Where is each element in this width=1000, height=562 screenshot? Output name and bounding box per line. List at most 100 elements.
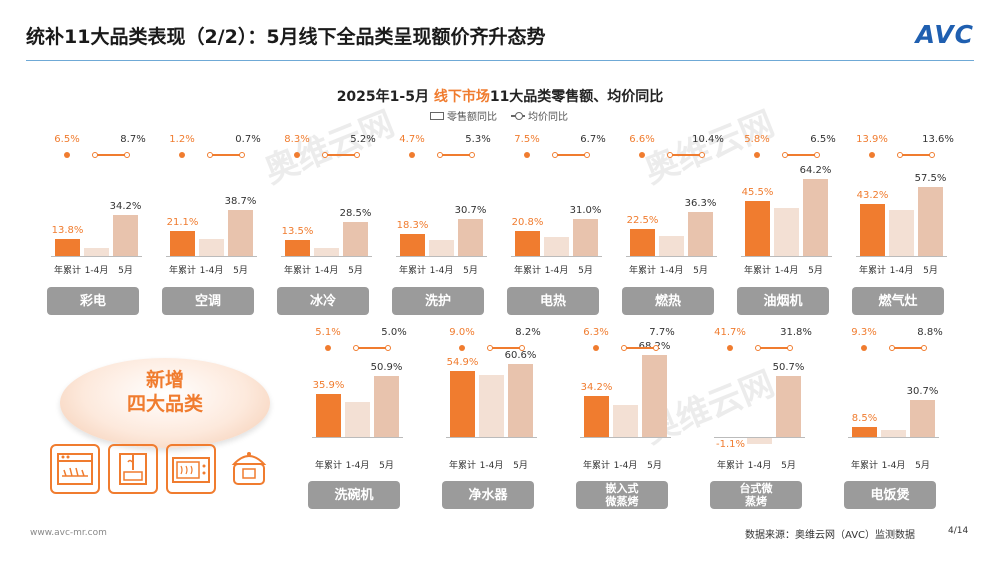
price-dot-may — [699, 152, 705, 158]
retail-bar — [515, 231, 540, 256]
legend-line-label: 均价同比 — [528, 112, 568, 123]
legend-line-swatch — [511, 111, 525, 120]
price-label-ytd: 13.9% — [856, 134, 888, 145]
retail-bar — [889, 210, 914, 256]
x-tick-label: 1-4月 — [774, 266, 799, 276]
category-button-6: 燃热 — [622, 287, 714, 315]
x-tick-label: 5月 — [781, 461, 796, 471]
retail-bar — [803, 178, 828, 256]
x-tick-label: 年累计 — [168, 266, 196, 276]
price-line — [785, 154, 817, 156]
retail-value-label: 22.5% — [626, 215, 659, 226]
price-dot-may — [787, 345, 793, 351]
retail-bar — [429, 240, 454, 256]
page-number: 4/14 — [948, 526, 969, 536]
retail-bar — [747, 437, 772, 445]
price-line — [210, 154, 242, 156]
x-tick-label: 年累计 — [850, 461, 878, 471]
retail-bar — [613, 404, 638, 437]
price-label-ytd: 9.3% — [851, 327, 877, 338]
price-dot-apr — [437, 152, 443, 158]
x-tick-label: 1-4月 — [889, 266, 914, 276]
retail-bar — [852, 426, 877, 437]
baseline — [741, 256, 832, 257]
retail-bar — [400, 234, 425, 256]
new-badge-line2: 四大品类 — [126, 393, 203, 415]
retail-bar — [55, 239, 80, 256]
category-button-4: 洗护 — [392, 287, 484, 315]
retail-value-label: 45.5% — [741, 187, 774, 199]
baseline — [511, 256, 602, 257]
price-label-may: 6.5% — [810, 134, 836, 145]
price-dot-ytd — [409, 152, 415, 158]
price-line — [758, 347, 790, 349]
page-title: 统补11大品类表现（2/2）：5月线下全品类呈现额价齐升态势 — [26, 26, 546, 48]
category-button-2: 空调 — [162, 287, 254, 315]
retail-value-label: 54.9% — [446, 357, 479, 369]
retail-value-label: 18.3% — [396, 220, 429, 232]
retail-bar — [314, 247, 339, 256]
x-tick-label: 5月 — [647, 461, 662, 471]
price-line — [624, 347, 656, 349]
retail-bar — [84, 247, 109, 256]
retail-value-label: 50.9% — [370, 361, 403, 373]
retail-bar — [774, 208, 799, 256]
baseline — [714, 437, 805, 438]
x-tick-label: 5月 — [693, 266, 708, 276]
retail-bar — [285, 239, 310, 256]
x-tick-label: 1-4月 — [544, 266, 569, 276]
retail-bar — [316, 393, 341, 437]
legend-bar: 零售额同比 — [430, 108, 497, 123]
price-label-ytd: 5.8% — [744, 134, 770, 145]
retail-value-label: 13.5% — [281, 225, 314, 237]
price-label-ytd: 4.7% — [399, 134, 425, 145]
price-dot-may — [653, 345, 659, 351]
retail-bar — [745, 201, 770, 256]
price-dot-may — [385, 345, 391, 351]
retail-value-label: 43.2% — [856, 190, 889, 202]
price-dot-apr — [207, 152, 213, 158]
baseline — [626, 256, 717, 257]
price-dot-apr — [782, 152, 788, 158]
baseline — [166, 256, 257, 257]
retail-bar — [458, 219, 483, 256]
x-tick-label: 1-4月 — [479, 461, 504, 471]
price-dot-apr — [755, 345, 761, 351]
retail-value-label: 60.6% — [504, 350, 537, 362]
price-dot-ytd — [64, 152, 70, 158]
new-categories-text: 新增 四大品类 — [60, 368, 270, 416]
retail-bar — [881, 429, 906, 437]
footer-url: www.avc-mr.com — [30, 528, 107, 538]
category-button-12: 台式微 蒸烤 — [710, 481, 802, 509]
price-dot-may — [239, 152, 245, 158]
x-tick-label: 5月 — [463, 266, 478, 276]
price-label-may: 8.8% — [917, 327, 943, 338]
x-tick-label: 1-4月 — [659, 266, 684, 276]
price-dot-apr — [621, 345, 627, 351]
legend-bar-label: 零售额同比 — [447, 112, 497, 123]
retail-bar — [910, 400, 935, 437]
price-label-may: 8.7% — [120, 134, 146, 145]
x-tick-label: 5月 — [233, 266, 248, 276]
x-tick-label: 年累计 — [513, 266, 541, 276]
x-tick-label: 年累计 — [628, 266, 656, 276]
price-label-may: 7.7% — [649, 327, 675, 338]
x-tick-label: 1-4月 — [429, 266, 454, 276]
baseline — [312, 437, 403, 438]
retail-bar — [450, 371, 475, 437]
price-dot-ytd — [754, 152, 760, 158]
retail-value-label: 36.3% — [684, 198, 717, 210]
chart-title-suffix: 11大品类零售额、均价同比 — [489, 89, 664, 105]
price-label-ytd: 6.3% — [583, 327, 609, 338]
price-dot-ytd — [869, 152, 875, 158]
retail-bar — [479, 374, 504, 437]
price-label-ytd: 41.7% — [714, 327, 746, 338]
x-tick-label: 年累计 — [283, 266, 311, 276]
price-label-may: 5.2% — [350, 134, 376, 145]
x-tick-label: 年累计 — [743, 266, 771, 276]
baseline — [446, 437, 537, 438]
x-tick-label: 年累计 — [582, 461, 610, 471]
price-label-ytd: 9.0% — [449, 327, 475, 338]
price-dot-apr — [667, 152, 673, 158]
price-dot-ytd — [727, 345, 733, 351]
